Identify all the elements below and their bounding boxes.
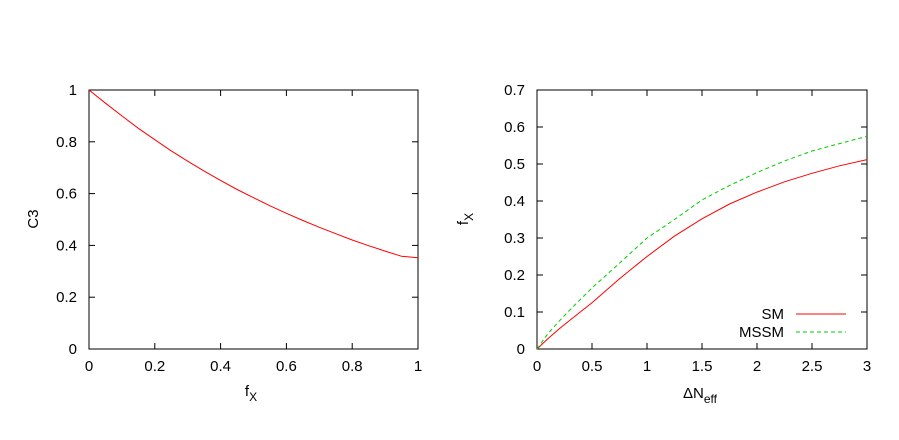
x-tick-label: 0.2 (144, 358, 165, 375)
y-tick-label: 1 (69, 82, 77, 99)
y-tick-label: 0.6 (504, 119, 525, 136)
x-axis-label-main: ΔN (683, 385, 704, 402)
x-tick-label: 1.5 (692, 358, 713, 375)
x-tick-label: 0.4 (210, 358, 231, 375)
y-tick-label: 0.4 (504, 193, 525, 210)
x-axis-label-main: f (245, 383, 250, 400)
x-axis-label-sub: X (249, 390, 257, 404)
y-tick-label: 0.7 (504, 82, 525, 99)
y-axis-label: C3 (25, 209, 42, 228)
panel-left: 0 0.2 0.4 0.6 0.8 1 0 0.2 0.4 0.6 0.8 1 C3 fX (25, 82, 422, 404)
x-tick-label: 0 (533, 358, 541, 375)
y-tick-label: 0.6 (56, 186, 77, 203)
x-tick-label: 0 (85, 358, 93, 375)
legend-label-sm: SM (762, 306, 785, 323)
x-tick-label: 0.6 (276, 358, 297, 375)
x-tick-label: 1 (414, 358, 422, 375)
x-tick-label: 3 (863, 358, 871, 375)
x-tick-label: 0.8 (342, 358, 363, 375)
y-axis-label-main: f (455, 220, 472, 225)
legend-label-mssm: MSSM (739, 324, 784, 341)
y-tick-label: 0.4 (56, 237, 77, 254)
panel-right: 0 0.5 1 1.5 2 2.5 3 0 0.1 0.2 0.3 0.4 0.5 0.6 0.7 fX ΔNe… (455, 82, 871, 406)
y-tick-label: 0.5 (504, 156, 525, 173)
series-line-0 (88, 89, 419, 259)
x-axis-label: fX (245, 383, 257, 404)
y-tick-label: 0.2 (504, 267, 525, 284)
y-tick-label: 0.2 (56, 289, 77, 306)
y-tick-label: 0.8 (56, 134, 77, 151)
series-line-sm (536, 159, 868, 350)
y-tick-label: 0 (69, 341, 77, 358)
x-tick-label: 1 (643, 358, 651, 375)
x-tick-label: 0.5 (582, 358, 603, 375)
x-tick-label: 2 (753, 358, 761, 375)
series-line-mssm (536, 135, 868, 350)
y-tick-label: 0 (517, 341, 525, 358)
y-tick-label: 0.3 (504, 230, 525, 247)
plot-frame (536, 89, 868, 350)
y-axis-label-sub: X (462, 213, 476, 221)
x-axis-label: ΔNeff (683, 385, 718, 406)
y-tick-label: 0.1 (504, 304, 525, 321)
y-axis-label: fX (455, 213, 476, 225)
x-axis-label-sub: eff (704, 392, 718, 406)
plot-frame (88, 89, 419, 350)
x-tick-label: 2.5 (802, 358, 823, 375)
